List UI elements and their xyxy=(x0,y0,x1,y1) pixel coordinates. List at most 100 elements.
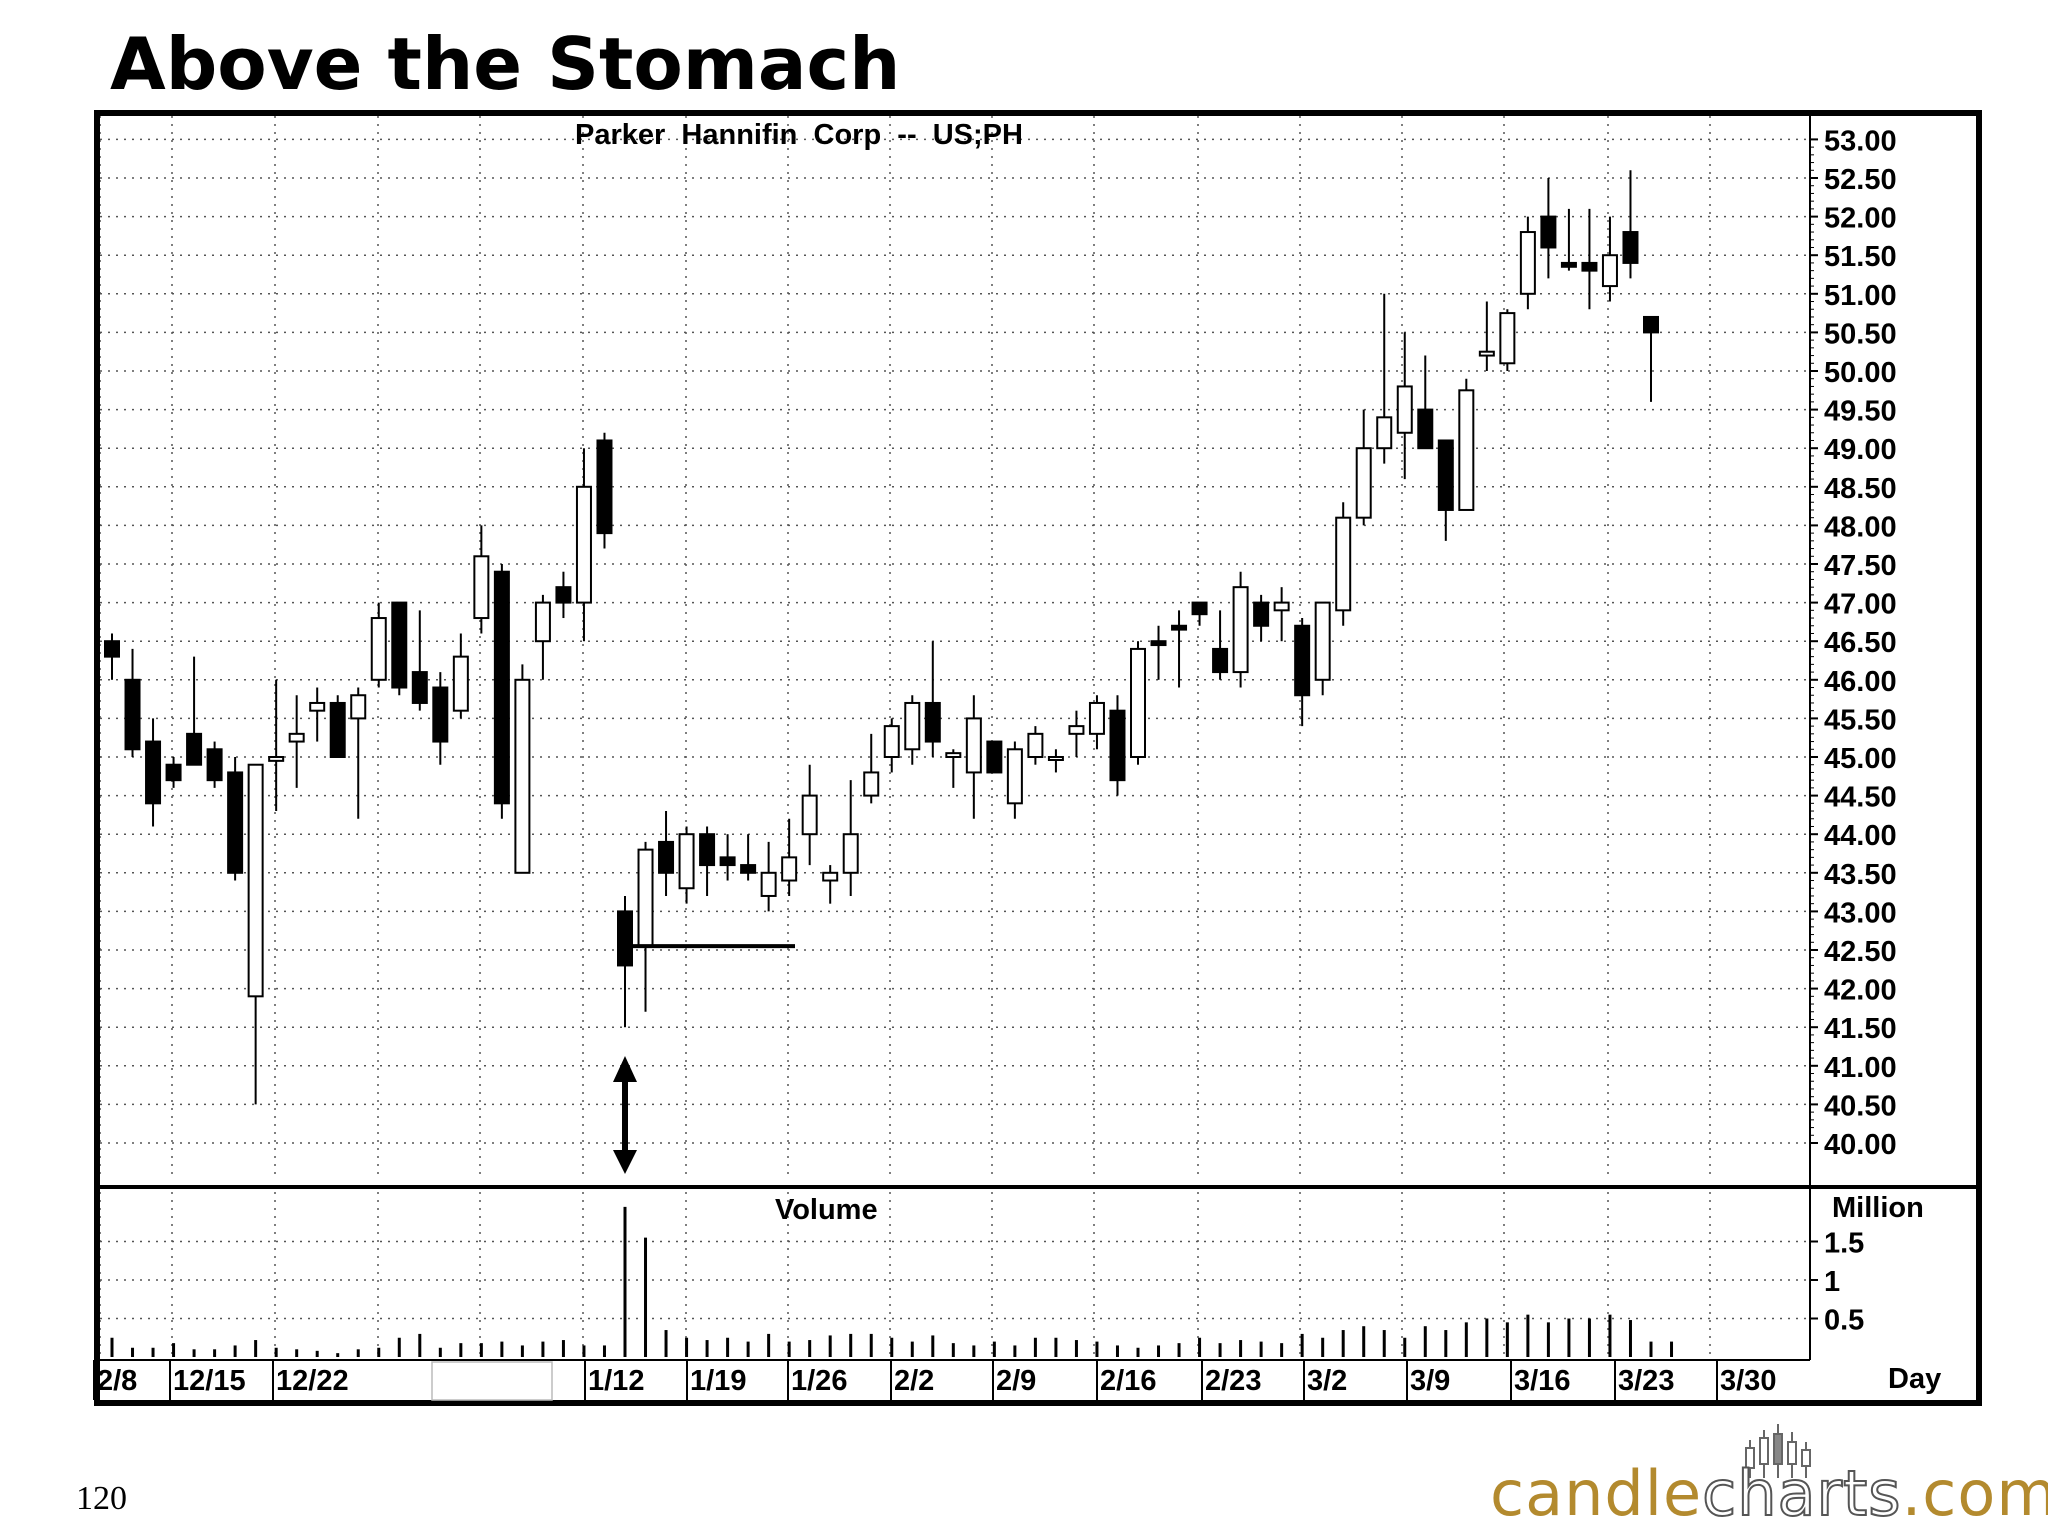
candle-body-black xyxy=(1581,261,1598,272)
candle-body-black xyxy=(719,856,736,867)
candle xyxy=(1171,610,1188,688)
candle-body-black xyxy=(1622,231,1639,264)
candle-body-white xyxy=(1355,447,1372,519)
candle-body-white xyxy=(637,848,654,948)
candle xyxy=(1006,741,1023,819)
candle-body-white xyxy=(1478,350,1495,357)
candle xyxy=(801,764,818,866)
candle xyxy=(104,633,120,680)
candle-series xyxy=(104,170,1659,1105)
candle xyxy=(760,841,777,912)
candle xyxy=(1601,216,1618,302)
volume-tick-label: 0.5 xyxy=(1824,1305,1864,1337)
candle-body-black xyxy=(391,601,408,689)
date-tick-label: 3/2 xyxy=(1307,1365,1347,1397)
candle-body-black xyxy=(104,640,120,658)
candle xyxy=(1130,641,1146,765)
candle xyxy=(1191,601,1208,626)
candle-body-white xyxy=(1376,416,1393,450)
candle xyxy=(1643,315,1659,402)
candle xyxy=(268,679,285,812)
candle-body-white xyxy=(1396,385,1413,434)
candle-body-white xyxy=(1068,725,1085,735)
price-tick-label: 52.50 xyxy=(1824,164,1897,196)
candle-body-white xyxy=(1314,601,1331,681)
candle xyxy=(719,834,736,881)
candle xyxy=(1232,571,1249,688)
candle xyxy=(1540,178,1557,279)
candle xyxy=(186,656,203,766)
price-tick-label: 44.00 xyxy=(1824,820,1897,852)
candle xyxy=(1560,208,1577,271)
date-tick-label: 1/12 xyxy=(588,1365,644,1397)
candle-body-black xyxy=(596,439,613,535)
price-tick-label: 49.00 xyxy=(1824,434,1897,466)
candle xyxy=(678,826,695,904)
candle xyxy=(863,733,880,804)
candle-body-white xyxy=(760,871,777,897)
candle xyxy=(350,687,367,819)
volume-unit-label: Million xyxy=(1832,1192,1924,1224)
candle-body-white xyxy=(1499,312,1516,365)
candle xyxy=(309,687,326,742)
candle xyxy=(206,741,223,788)
price-tick-label: 42.50 xyxy=(1824,936,1897,968)
candle-body-black xyxy=(411,671,428,704)
chart-title: Parker Hannifin Corp -- US;PH xyxy=(575,119,1023,151)
candle-body-white xyxy=(370,617,387,681)
candle-body-black xyxy=(1437,439,1454,511)
double-arrow-head-down xyxy=(613,1150,637,1174)
volume-tick-label: 1 xyxy=(1824,1266,1840,1298)
candle-body-white xyxy=(945,752,962,759)
candle-body-white xyxy=(781,856,798,882)
date-tick-label: 2/2 xyxy=(894,1365,934,1397)
candle xyxy=(1376,293,1393,464)
candle-body-black xyxy=(227,771,244,874)
candle xyxy=(924,641,941,757)
candle-body-white xyxy=(514,678,531,874)
candle-body-white xyxy=(883,725,900,758)
candle-body-black xyxy=(206,748,223,782)
candle xyxy=(247,763,264,1105)
candle-body-black xyxy=(986,740,1003,774)
date-tick-label: 3/16 xyxy=(1514,1365,1570,1397)
candle-body-white xyxy=(965,717,982,774)
candle xyxy=(1437,439,1454,541)
price-tick-label: 43.50 xyxy=(1824,859,1897,891)
candle xyxy=(391,601,408,696)
candle-body-white xyxy=(1458,389,1475,511)
candle-body-white xyxy=(1273,601,1290,612)
candle-body-black xyxy=(186,732,203,766)
candle xyxy=(740,834,757,881)
candlecharts-logo[interactable]: candlecharts.com xyxy=(1490,1420,2048,1531)
candle-body-white xyxy=(678,833,695,890)
candle xyxy=(617,895,633,1028)
logo-candles-icon xyxy=(1745,1424,1811,1478)
candle xyxy=(637,841,654,1012)
candle xyxy=(945,749,962,788)
candle-body-white xyxy=(1519,231,1536,295)
candle xyxy=(842,780,859,896)
candle-body-black xyxy=(329,701,346,759)
candle-body-white xyxy=(452,655,469,712)
price-axis-ticks: 53.00 52.50 52.00 51.50 51.00 50.50 50.00 49.50… xyxy=(1810,125,1897,1161)
candle-body-white xyxy=(1088,701,1105,735)
candle xyxy=(596,432,613,549)
candle-body-black xyxy=(493,570,510,805)
page-number: 120 xyxy=(76,1480,127,1517)
candle xyxy=(699,826,716,896)
price-tick-label: 41.50 xyxy=(1824,1013,1897,1045)
candle xyxy=(1150,625,1167,680)
candle-body-white xyxy=(1335,516,1352,612)
candle xyxy=(555,571,572,619)
logo-text-part1: candle xyxy=(1490,1457,1703,1530)
candle-body-black xyxy=(1109,709,1126,782)
candle-body-white xyxy=(309,701,326,712)
candle xyxy=(1294,618,1311,727)
candle xyxy=(1417,355,1434,450)
candle-body-white xyxy=(288,732,305,743)
candle-body-black xyxy=(1253,601,1270,627)
candle xyxy=(1622,170,1639,279)
candle-body-black xyxy=(124,678,141,751)
